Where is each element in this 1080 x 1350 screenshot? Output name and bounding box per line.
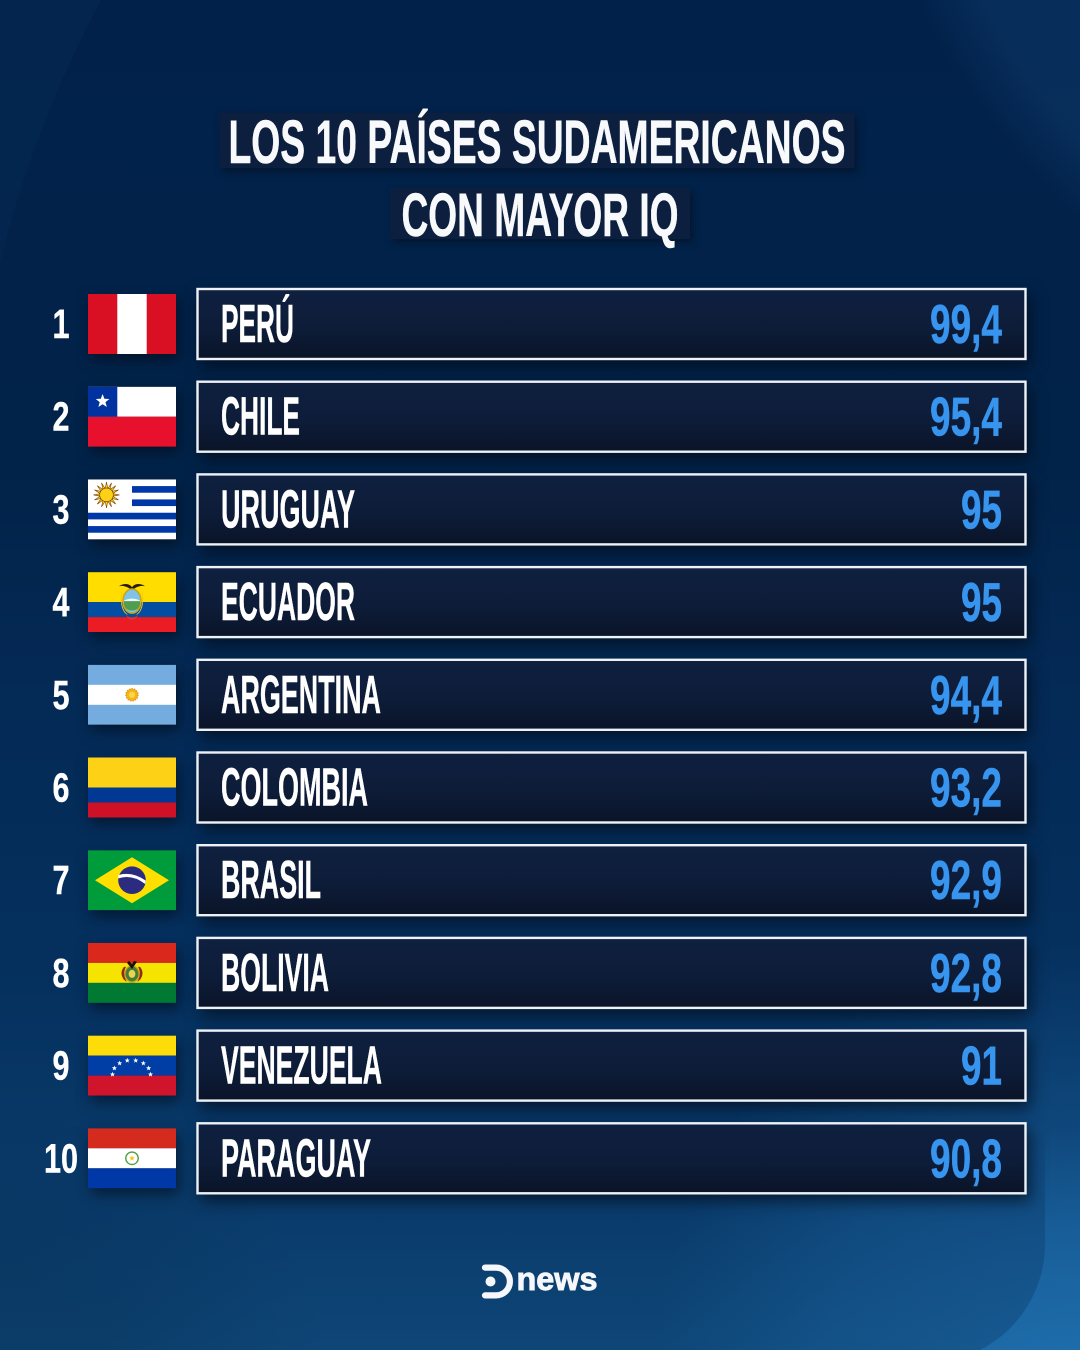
svg-text:4: 4 — [53, 579, 70, 625]
svg-text:CON MAYOR IQ: CON MAYOR IQ — [402, 181, 679, 249]
svg-text:5: 5 — [53, 672, 70, 718]
svg-text:news: news — [517, 1261, 598, 1297]
svg-text:8: 8 — [53, 950, 70, 996]
svg-text:PERÚ: PERÚ — [221, 294, 294, 354]
svg-text:91: 91 — [961, 1035, 1002, 1097]
svg-text:92,9: 92,9 — [930, 849, 1002, 911]
svg-text:95: 95 — [961, 478, 1002, 540]
svg-text:CHILE: CHILE — [221, 387, 300, 447]
svg-text:6: 6 — [53, 765, 70, 811]
svg-text:7: 7 — [53, 857, 70, 903]
svg-text:PARAGUAY: PARAGUAY — [221, 1128, 371, 1188]
svg-text:9: 9 — [53, 1043, 70, 1089]
svg-text:94,4: 94,4 — [930, 664, 1002, 726]
svg-text:93,2: 93,2 — [930, 757, 1002, 819]
svg-text:99,4: 99,4 — [930, 293, 1002, 355]
svg-text:95: 95 — [961, 571, 1002, 633]
svg-text:COLOMBIA: COLOMBIA — [221, 758, 368, 818]
svg-text:3: 3 — [53, 486, 70, 532]
svg-text:ECUADOR: ECUADOR — [221, 572, 355, 632]
svg-text:ARGENTINA: ARGENTINA — [221, 665, 381, 725]
svg-text:1: 1 — [53, 301, 70, 347]
svg-text:90,8: 90,8 — [930, 1127, 1002, 1189]
svg-text:92,8: 92,8 — [930, 942, 1002, 1004]
svg-text:VENEZUELA: VENEZUELA — [221, 1036, 382, 1096]
svg-text:10: 10 — [44, 1135, 78, 1181]
svg-text:2: 2 — [53, 394, 70, 440]
svg-text:BRASIL: BRASIL — [221, 850, 321, 910]
svg-text:URUGUAY: URUGUAY — [221, 479, 355, 539]
svg-text:BOLIVIA: BOLIVIA — [221, 943, 329, 1003]
svg-text:95,4: 95,4 — [930, 386, 1002, 448]
svg-text:LOS 10 PAÍSES SUDAMERICANOS: LOS 10 PAÍSES SUDAMERICANOS — [229, 108, 846, 176]
